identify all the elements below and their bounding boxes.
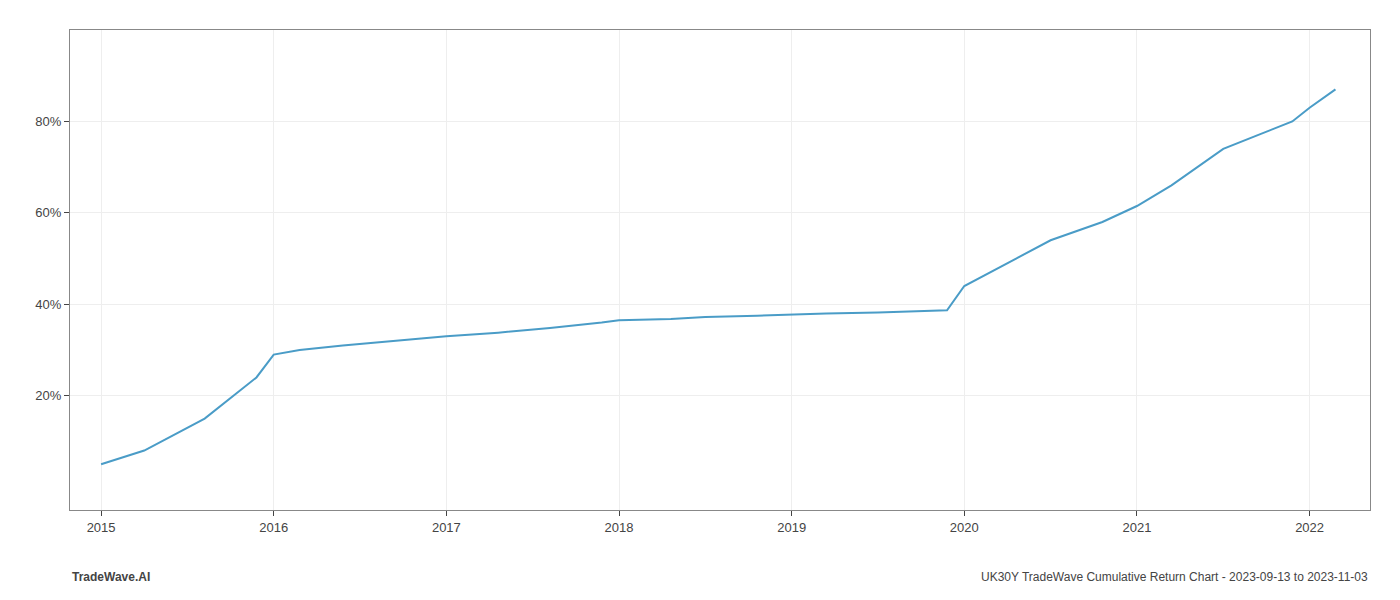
- svg-text:2018: 2018: [605, 520, 634, 535]
- svg-text:2015: 2015: [87, 520, 116, 535]
- svg-text:TradeWave.AI: TradeWave.AI: [72, 570, 150, 584]
- svg-text:2017: 2017: [432, 520, 461, 535]
- svg-text:2022: 2022: [1295, 520, 1324, 535]
- svg-text:2020: 2020: [950, 520, 979, 535]
- svg-text:40%: 40%: [35, 297, 61, 312]
- svg-text:60%: 60%: [35, 205, 61, 220]
- svg-text:20%: 20%: [35, 388, 61, 403]
- svg-text:80%: 80%: [35, 114, 61, 129]
- svg-text:UK30Y TradeWave Cumulative Ret: UK30Y TradeWave Cumulative Return Chart …: [981, 570, 1368, 584]
- svg-text:2019: 2019: [777, 520, 806, 535]
- svg-text:2016: 2016: [259, 520, 288, 535]
- svg-text:2021: 2021: [1122, 520, 1151, 535]
